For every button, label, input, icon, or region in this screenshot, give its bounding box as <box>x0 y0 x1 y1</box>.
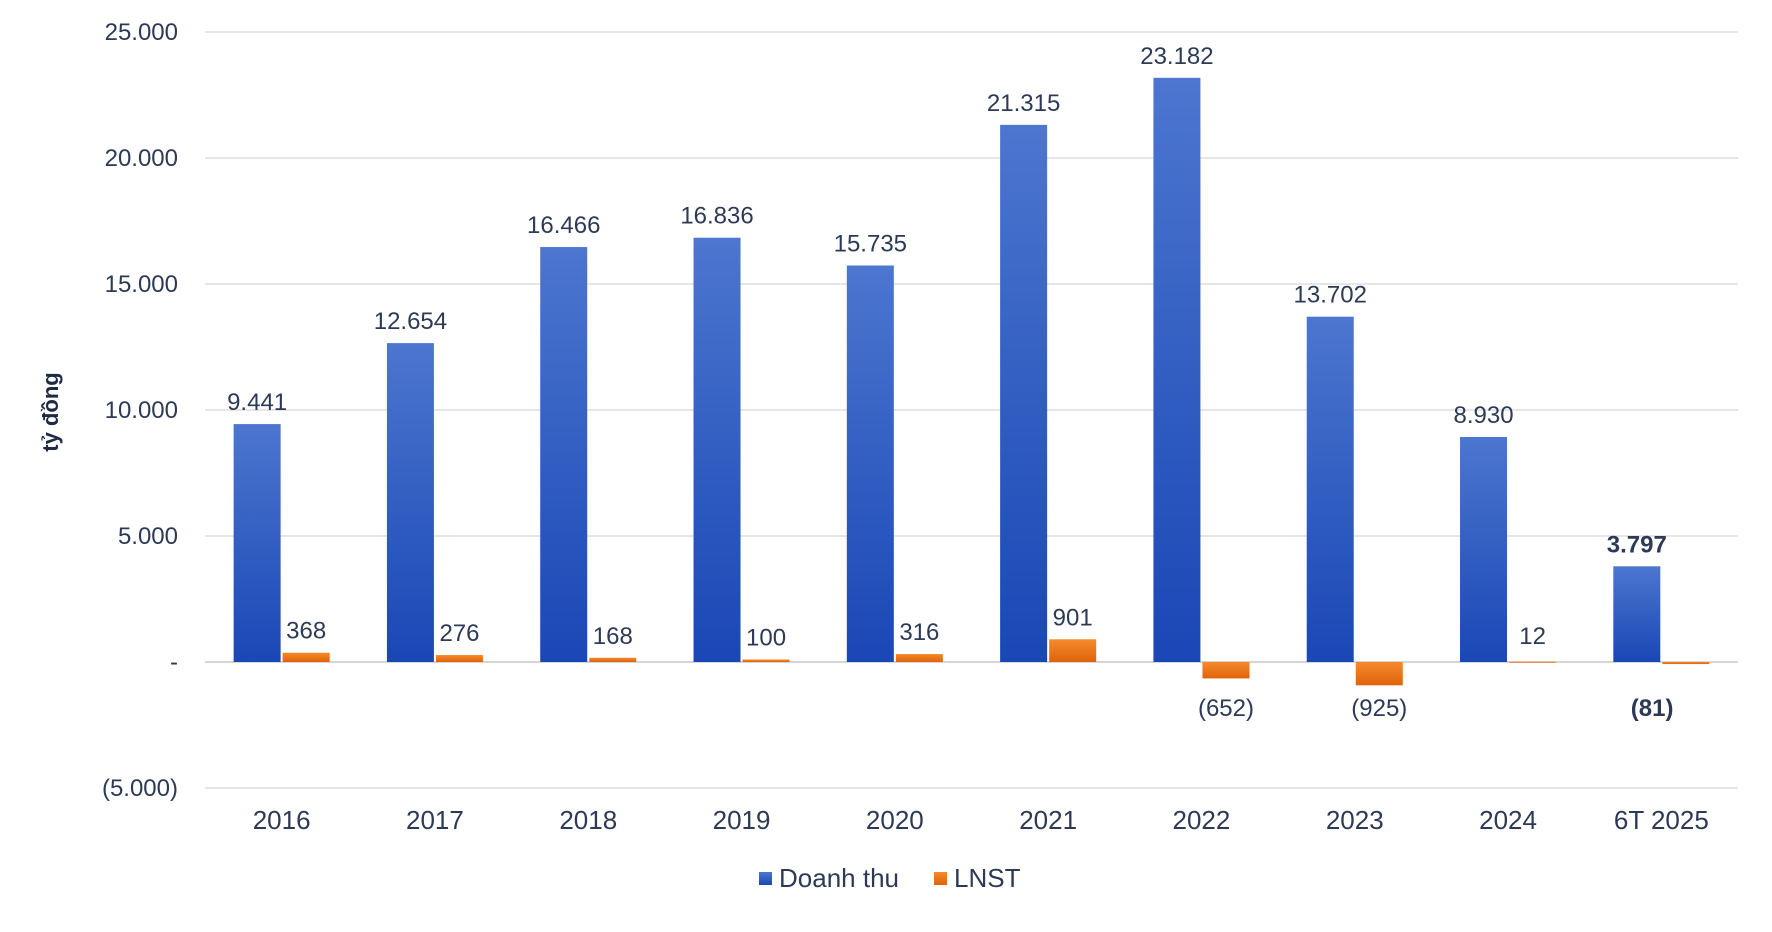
bar-lnst <box>895 654 943 662</box>
x-tick-label: 2016 <box>253 805 311 835</box>
bar-doanh-thu <box>1613 566 1661 662</box>
data-label-lnst: 316 <box>899 619 939 646</box>
bars <box>233 77 1710 686</box>
bar-lnst <box>1049 639 1097 662</box>
y-tick-label: - <box>170 649 178 676</box>
legend: Doanh thu LNST <box>759 863 1021 893</box>
y-tick-label: 5.000 <box>118 523 178 550</box>
data-label-lnst: (925) <box>1351 695 1407 722</box>
data-label-doanh-thu: 9.441 <box>227 389 287 416</box>
data-label-doanh-thu: 12.654 <box>374 308 447 335</box>
bar-doanh-thu <box>1153 77 1201 662</box>
legend-swatch-doanh-thu <box>759 872 772 885</box>
data-label-lnst: 168 <box>593 623 633 650</box>
bar-doanh-thu <box>693 237 741 663</box>
bar-lnst <box>589 657 637 662</box>
x-tick-label: 2024 <box>1479 805 1537 835</box>
data-label-lnst: (81) <box>1631 695 1674 722</box>
bar-lnst <box>1509 661 1557 663</box>
data-labels: 9.441 368 12.654 276 16.466 168 16.836 100 15.73… <box>227 43 1673 722</box>
x-tick-label: 2022 <box>1173 805 1231 835</box>
bar-doanh-thu <box>1000 124 1048 662</box>
x-tick-label: 2019 <box>713 805 771 835</box>
data-label-doanh-thu: 15.735 <box>834 230 907 257</box>
bar-lnst <box>1202 662 1250 679</box>
data-label-doanh-thu: 3.797 <box>1607 531 1667 558</box>
x-tick-label: 2018 <box>559 805 617 835</box>
bar-doanh-thu <box>386 343 434 662</box>
data-label-doanh-thu: 21.315 <box>987 90 1060 117</box>
bar-lnst <box>282 652 330 662</box>
data-label-lnst: 100 <box>746 624 786 651</box>
x-tick-label: 2023 <box>1326 805 1384 835</box>
y-tick-label: 10.000 <box>105 397 178 424</box>
data-label-doanh-thu: 23.182 <box>1140 43 1213 70</box>
bar-doanh-thu <box>233 424 281 662</box>
bar-doanh-thu <box>846 265 894 662</box>
y-tick-label: 25.000 <box>105 19 178 46</box>
data-label-doanh-thu: 16.466 <box>527 212 600 239</box>
legend-label-doanh-thu: Doanh thu <box>779 863 899 893</box>
data-label-lnst: 368 <box>286 618 326 645</box>
legend-swatch-lnst <box>934 872 947 885</box>
x-tick-label: 6T 2025 <box>1614 805 1709 835</box>
y-tick-label: 20.000 <box>105 145 178 172</box>
x-tick-label: 2017 <box>406 805 464 835</box>
bar-lnst <box>742 659 790 662</box>
data-label-lnst: 12 <box>1519 623 1546 650</box>
data-label-doanh-thu: 13.702 <box>1294 282 1367 309</box>
legend-label-lnst: LNST <box>954 863 1021 893</box>
data-label-doanh-thu: 16.836 <box>680 203 753 230</box>
data-label-lnst: 276 <box>439 620 479 647</box>
y-axis-ticks: (5.000) - 5.000 10.000 15.000 20.000 25.000 <box>102 19 178 802</box>
y-tick-label: (5.000) <box>102 775 178 802</box>
data-label-doanh-thu: 8.930 <box>1453 402 1513 429</box>
y-tick-label: 15.000 <box>105 271 178 298</box>
data-label-lnst: 901 <box>1053 604 1093 631</box>
bar-lnst <box>435 655 483 662</box>
bar-lnst <box>1662 662 1710 665</box>
bar-lnst <box>1355 662 1403 686</box>
bar-doanh-thu <box>1306 316 1354 662</box>
bar-doanh-thu <box>540 247 588 662</box>
y-axis-label: tỷ đồng <box>38 372 63 451</box>
x-axis-ticks: 2016 2017 2018 2019 2020 2021 2022 2023 2024 6T 2… <box>253 805 1709 835</box>
x-tick-label: 2020 <box>866 805 924 835</box>
x-tick-label: 2021 <box>1019 805 1077 835</box>
data-label-lnst: (652) <box>1198 695 1254 722</box>
bar-doanh-thu <box>1460 436 1508 662</box>
